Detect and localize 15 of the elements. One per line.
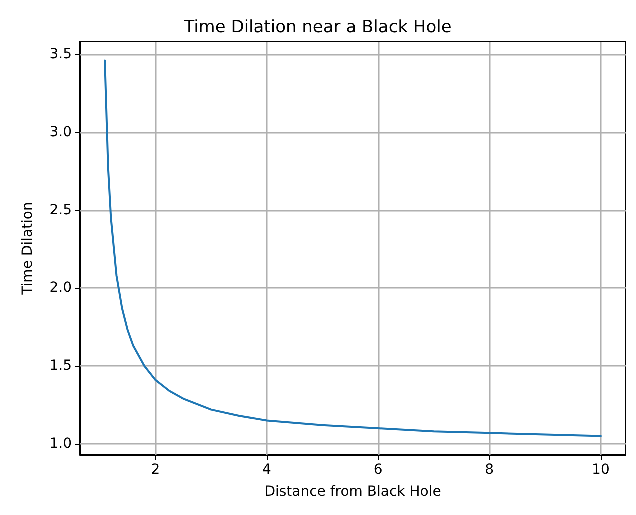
x-tick-label: 8 <box>485 462 494 478</box>
y-tick-label: 2.0 <box>50 280 72 296</box>
y-tick-label: 1.0 <box>50 436 72 452</box>
y-tick-label: 1.5 <box>50 358 72 374</box>
chart-title: Time Dilation near a Black Hole <box>183 18 452 38</box>
line-series <box>104 60 602 438</box>
x-tick-label: 4 <box>262 462 272 478</box>
x-axis-title: Distance from Black Hole <box>264 484 442 500</box>
y-axis-title: Time Dilation <box>20 202 36 296</box>
x-tick-label: 6 <box>374 462 383 478</box>
y-tick-label: 3.0 <box>50 124 72 140</box>
y-tick-label: 2.5 <box>50 202 72 218</box>
y-tick-label: 3.5 <box>50 46 72 62</box>
x-tick-label: 2 <box>151 462 160 478</box>
x-tick-label: 10 <box>592 462 610 478</box>
